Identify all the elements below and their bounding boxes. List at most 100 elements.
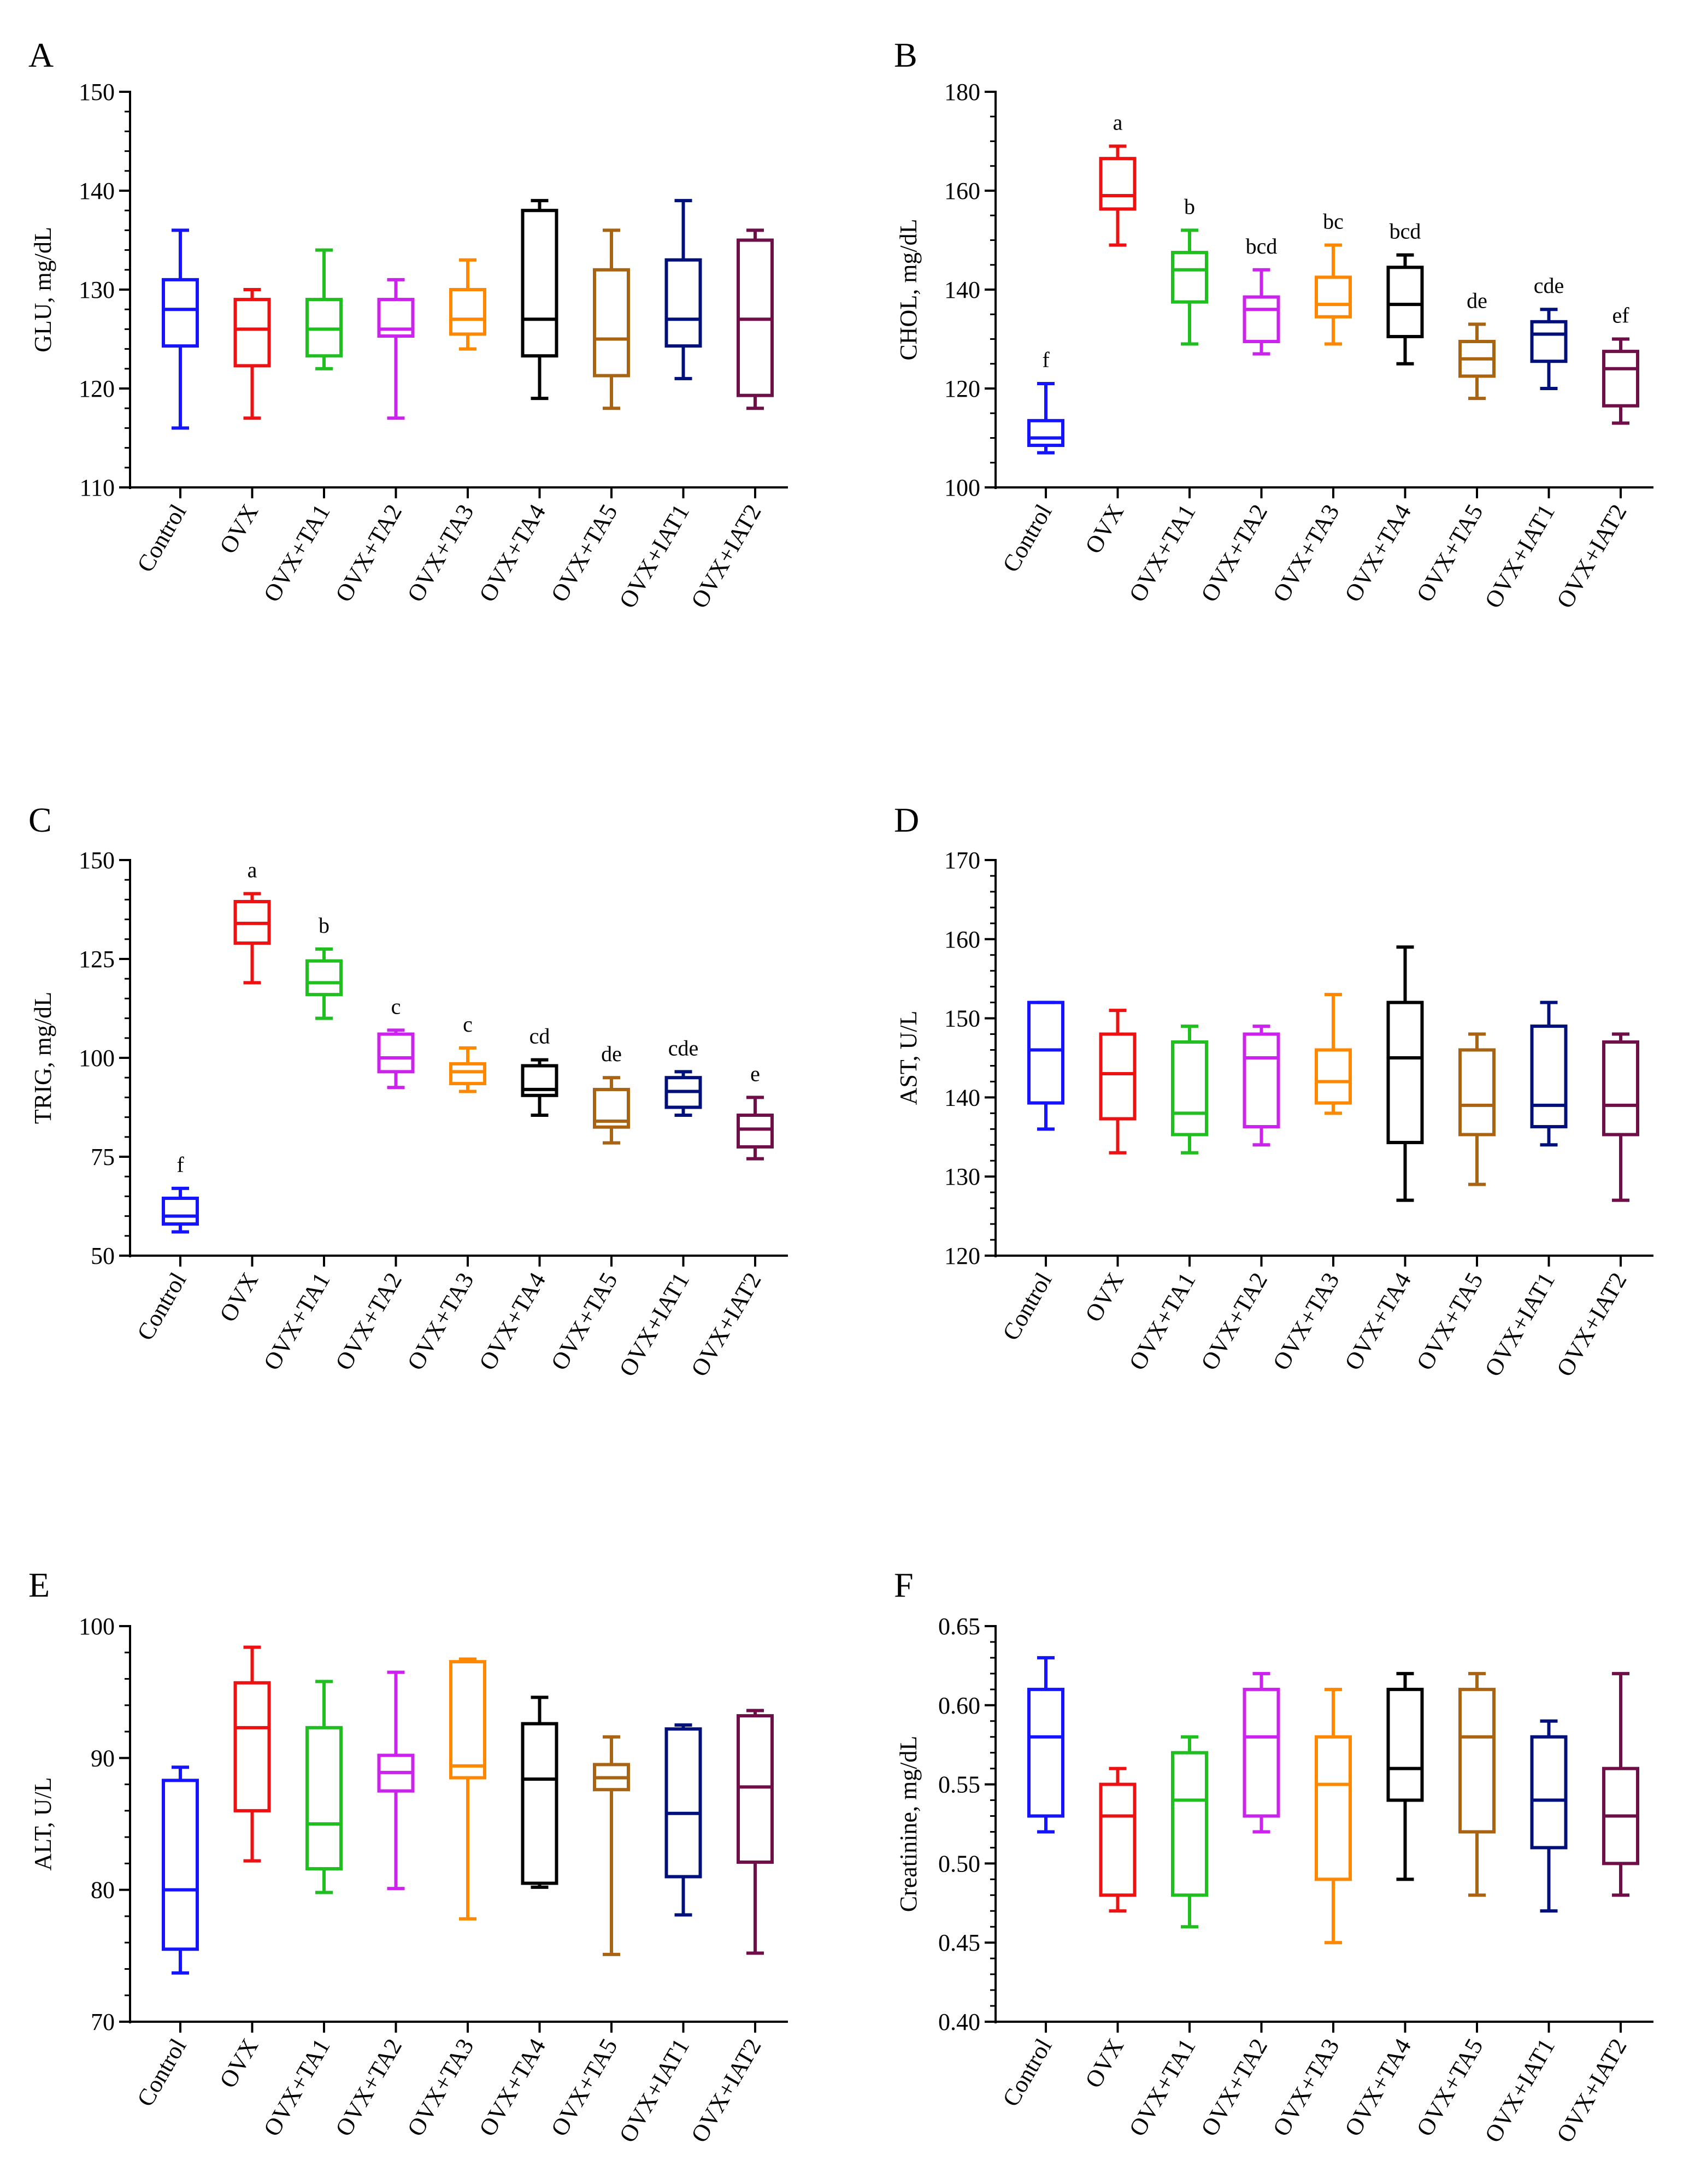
iqr-box	[162, 1197, 199, 1226]
x-tick-label-ovx-ta2: OVX+TA2	[330, 2034, 407, 2141]
y-tick-label: 80	[91, 1877, 115, 1904]
box-ovx-ta4	[1386, 1671, 1424, 1881]
panel-letter-c: C	[28, 800, 52, 839]
box-ovx-iat1	[1530, 308, 1568, 390]
box-ovx-iat1	[1530, 1719, 1568, 1913]
y-tick-label: 50	[91, 1243, 115, 1269]
box-ovx-iat2	[737, 1096, 774, 1161]
y-axis-title: CHOL, mg/dL	[895, 219, 922, 360]
iqr-box	[1315, 1048, 1352, 1105]
panel-letter-e: E	[28, 1565, 50, 1604]
x-tick-label-ovx-ta5: OVX+TA5	[1411, 2034, 1488, 2141]
y-tick-label: 70	[91, 2009, 115, 2035]
box-ovx-ta3	[449, 1657, 486, 1921]
x-tick-label-ovx-ta2: OVX+TA2	[330, 1268, 407, 1375]
iqr-box	[1458, 1048, 1496, 1137]
iqr-box	[1099, 157, 1137, 211]
y-tick-label: 150	[944, 1005, 980, 1032]
box-ovx-ta5	[593, 228, 630, 410]
panel-letter-f: F	[894, 1565, 914, 1604]
y-tick-label: 100	[944, 474, 980, 501]
box-ovx-ta2	[1243, 268, 1280, 356]
box-ovx	[1099, 1009, 1137, 1155]
box-ovx-ta5	[1458, 1032, 1496, 1186]
box-ovx-ta5	[593, 1076, 630, 1145]
box-ovx-ta2	[1243, 1025, 1280, 1147]
iqr-box	[1386, 1687, 1424, 1802]
box-ovx-ta5	[1458, 322, 1496, 401]
iqr-box	[1243, 295, 1280, 344]
x-tick-label-ovx-ta4: OVX+TA4	[474, 2034, 551, 2141]
box-ovx-iat2	[1602, 337, 1639, 425]
box-control	[162, 228, 199, 430]
y-tick-label: 150	[79, 79, 115, 105]
x-tick-label-ovx: OVX	[1080, 2034, 1129, 2093]
box-ovx	[233, 288, 271, 420]
iqr-box	[162, 278, 199, 348]
significance-label: cde	[1534, 273, 1564, 298]
x-tick-label-ovx-ta3: OVX+TA3	[1268, 2034, 1345, 2141]
y-tick-label: 0.50	[938, 1850, 980, 1877]
iqr-box	[1027, 1687, 1064, 1818]
x-tick-label-ovx-ta3: OVX+TA3	[402, 500, 479, 607]
panel-f: F 0.40 0.45 0.50 0.55 0.60 0.65 Creatinine, mg/…	[894, 1565, 1653, 2147]
y-axis-title: AST, U/L	[895, 1011, 922, 1105]
x-tick-label-control: Control	[132, 1268, 192, 1345]
box-ovx-iat1	[664, 1723, 702, 1917]
significance-label: bc	[1323, 209, 1344, 234]
box-ovx-ta4	[1386, 253, 1424, 366]
x-tick-label-ovx-iat1: OVX+IAT1	[1479, 2034, 1560, 2147]
y-tick-label: 150	[79, 847, 115, 874]
box-ovx	[233, 892, 271, 985]
y-tick-label: 120	[944, 375, 980, 402]
box-ovx-ta5	[1458, 1671, 1496, 1897]
iqr-box	[1243, 1687, 1280, 1818]
box-ovx-ta4	[521, 1058, 558, 1117]
box-ovx-ta3	[449, 1046, 486, 1093]
iqr-box	[1386, 266, 1424, 338]
significance-label: e	[750, 1061, 760, 1086]
significance-label: cd	[529, 1024, 550, 1049]
panel-c: C 50 75 100 125 150 TRIG, mg/dL Control f OVX a OVX…	[28, 800, 788, 1381]
box-ovx-ta4	[521, 1696, 558, 1889]
x-tick-label-ovx-iat1: OVX+IAT1	[1479, 500, 1560, 613]
box-control	[1027, 381, 1064, 455]
x-tick-label-ovx-iat1: OVX+IAT1	[614, 500, 695, 613]
y-tick-label: 130	[79, 276, 115, 303]
box-ovx-ta1	[1171, 228, 1208, 346]
x-tick-label-ovx-ta2: OVX+TA2	[330, 500, 407, 607]
iqr-box	[1171, 1040, 1208, 1137]
significance-label: c	[463, 1012, 473, 1037]
significance-label: f	[1042, 348, 1050, 372]
x-tick-label-ovx-ta5: OVX+TA5	[546, 2034, 623, 2141]
x-tick-label-ovx-ta2: OVX+TA2	[1196, 1268, 1273, 1375]
x-tick-label-control: Control	[132, 500, 192, 577]
box-ovx-ta1	[305, 947, 343, 1020]
x-tick-label-ovx-iat1: OVX+IAT1	[614, 2034, 695, 2147]
iqr-box	[449, 1062, 486, 1086]
y-tick-label: 0.40	[938, 2009, 980, 2035]
iqr-box	[1099, 1782, 1137, 1897]
y-tick-label: 0.60	[938, 1692, 980, 1719]
x-tick-label-ovx-ta3: OVX+TA3	[1268, 1268, 1345, 1375]
x-tick-label-ovx-iat2: OVX+IAT2	[686, 1268, 767, 1381]
significance-label: f	[176, 1152, 184, 1177]
panel-letter-b: B	[894, 36, 917, 74]
y-tick-label: 170	[944, 847, 980, 874]
iqr-box	[521, 209, 558, 358]
iqr-box	[377, 298, 415, 338]
iqr-box	[233, 298, 271, 368]
significance-label: b	[319, 913, 329, 938]
iqr-box	[1602, 1040, 1639, 1137]
iqr-box	[521, 1064, 558, 1097]
box-ovx-iat2	[1602, 1671, 1639, 1897]
x-tick-label-ovx: OVX	[214, 1268, 263, 1327]
iqr-box	[162, 1779, 199, 1951]
x-tick-label-ovx-ta4: OVX+TA4	[474, 1268, 551, 1375]
significance-label: a	[1113, 110, 1123, 135]
y-tick-label: 90	[91, 1745, 115, 1771]
box-ovx-iat1	[664, 199, 702, 380]
box-control	[1027, 1656, 1064, 1834]
x-tick-label-ovx-ta1: OVX+TA1	[258, 500, 336, 607]
